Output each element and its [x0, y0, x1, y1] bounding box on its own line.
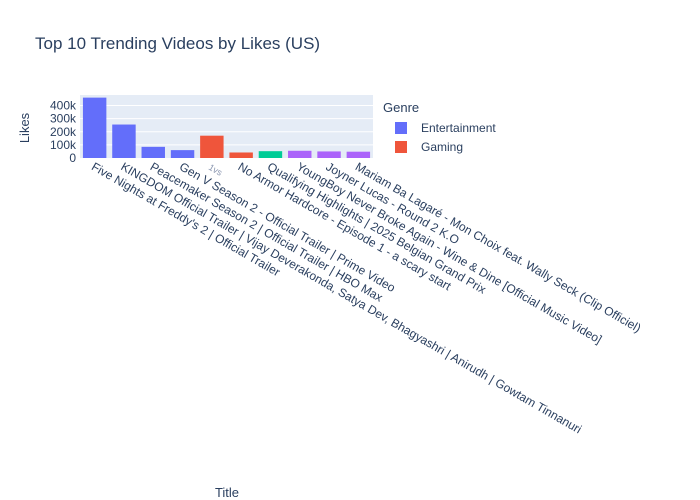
bar	[112, 124, 136, 158]
y-tick-label: 300k	[50, 112, 77, 126]
bar	[200, 135, 224, 158]
y-tick-label: 200k	[50, 125, 77, 139]
bar	[288, 150, 312, 158]
y-tick-label: 100k	[50, 138, 77, 152]
legend-item-label: Entertainment	[421, 121, 496, 135]
bar	[229, 152, 253, 158]
y-tick-label: 0	[69, 151, 76, 165]
legend: Genre Entertainment Gaming	[383, 100, 496, 154]
x-axis-ticks: Five Nights at Freddy's 2 | Official Tra…	[89, 159, 643, 436]
y-tick-label: 400k	[50, 99, 77, 113]
bar	[170, 150, 195, 158]
bar	[317, 151, 341, 158]
bars	[82, 97, 371, 158]
bar	[141, 146, 165, 158]
chart-title: Top 10 Trending Videos by Likes (US)	[35, 34, 320, 53]
bar	[82, 97, 107, 158]
bar	[346, 151, 371, 158]
legend-swatch	[395, 141, 407, 153]
x-axis-label: Title	[215, 485, 239, 500]
bar	[258, 151, 283, 158]
legend-item-label: Gaming	[421, 140, 463, 154]
legend-swatch	[395, 122, 407, 134]
y-axis-label: Likes	[17, 112, 32, 143]
legend-title: Genre	[383, 100, 419, 115]
